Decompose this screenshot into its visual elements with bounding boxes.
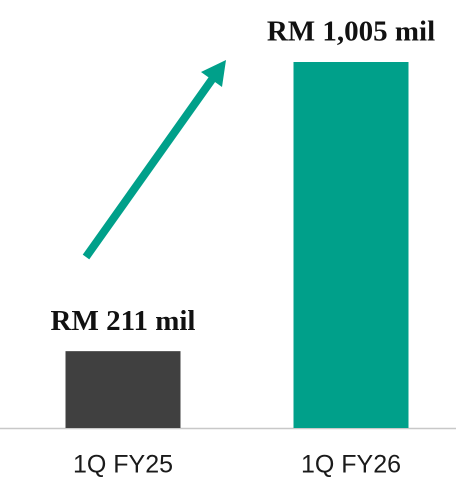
arrow-shaft [82,75,217,260]
value-label: RM 211 mil [51,305,196,337]
growth-arrow [82,60,226,260]
x-tick-label: 1Q FY25 [73,451,173,479]
x-tick-label: 1Q FY26 [301,451,401,479]
arrow-head [201,60,226,87]
bar [293,62,409,428]
value-label: RM 1,005 mil [267,16,435,48]
bar [65,351,181,428]
